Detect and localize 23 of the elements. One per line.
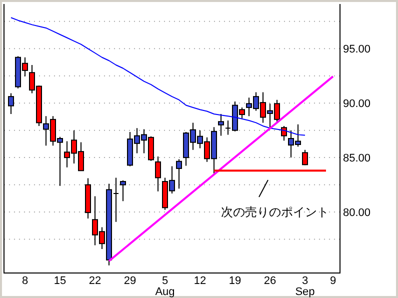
x-tick-label: 3 Sep: [295, 275, 315, 298]
y-tick-label: 95.00: [343, 44, 371, 56]
x-tick-label: 19: [228, 275, 242, 287]
candlestick: [176, 158, 182, 190]
x-tick-label: 9: [330, 275, 336, 287]
x-tick-label: 8: [22, 275, 28, 287]
y-tick-label: 85.00: [343, 152, 371, 164]
x-tick-label: 29: [124, 275, 136, 287]
x-tick-label: 22: [88, 275, 102, 287]
candlestick: [218, 113, 224, 136]
candlestick: [302, 149, 308, 166]
annotation: 次の売りのポイント: [221, 205, 329, 219]
x-tick-label: 5 Aug: [155, 275, 175, 298]
y-tick-label: 80.00: [343, 206, 371, 219]
candlestick: [120, 180, 126, 202]
x-tick-label: 12: [194, 275, 206, 287]
x-tick-label: 26: [264, 275, 276, 287]
candlestick: [8, 92, 14, 114]
candlestick: [155, 156, 161, 192]
y-tick-label: 90.00: [343, 98, 371, 110]
candlestick: [281, 125, 287, 142]
line-series: [10, 17, 306, 136]
x-tick-label: 15: [54, 275, 66, 287]
